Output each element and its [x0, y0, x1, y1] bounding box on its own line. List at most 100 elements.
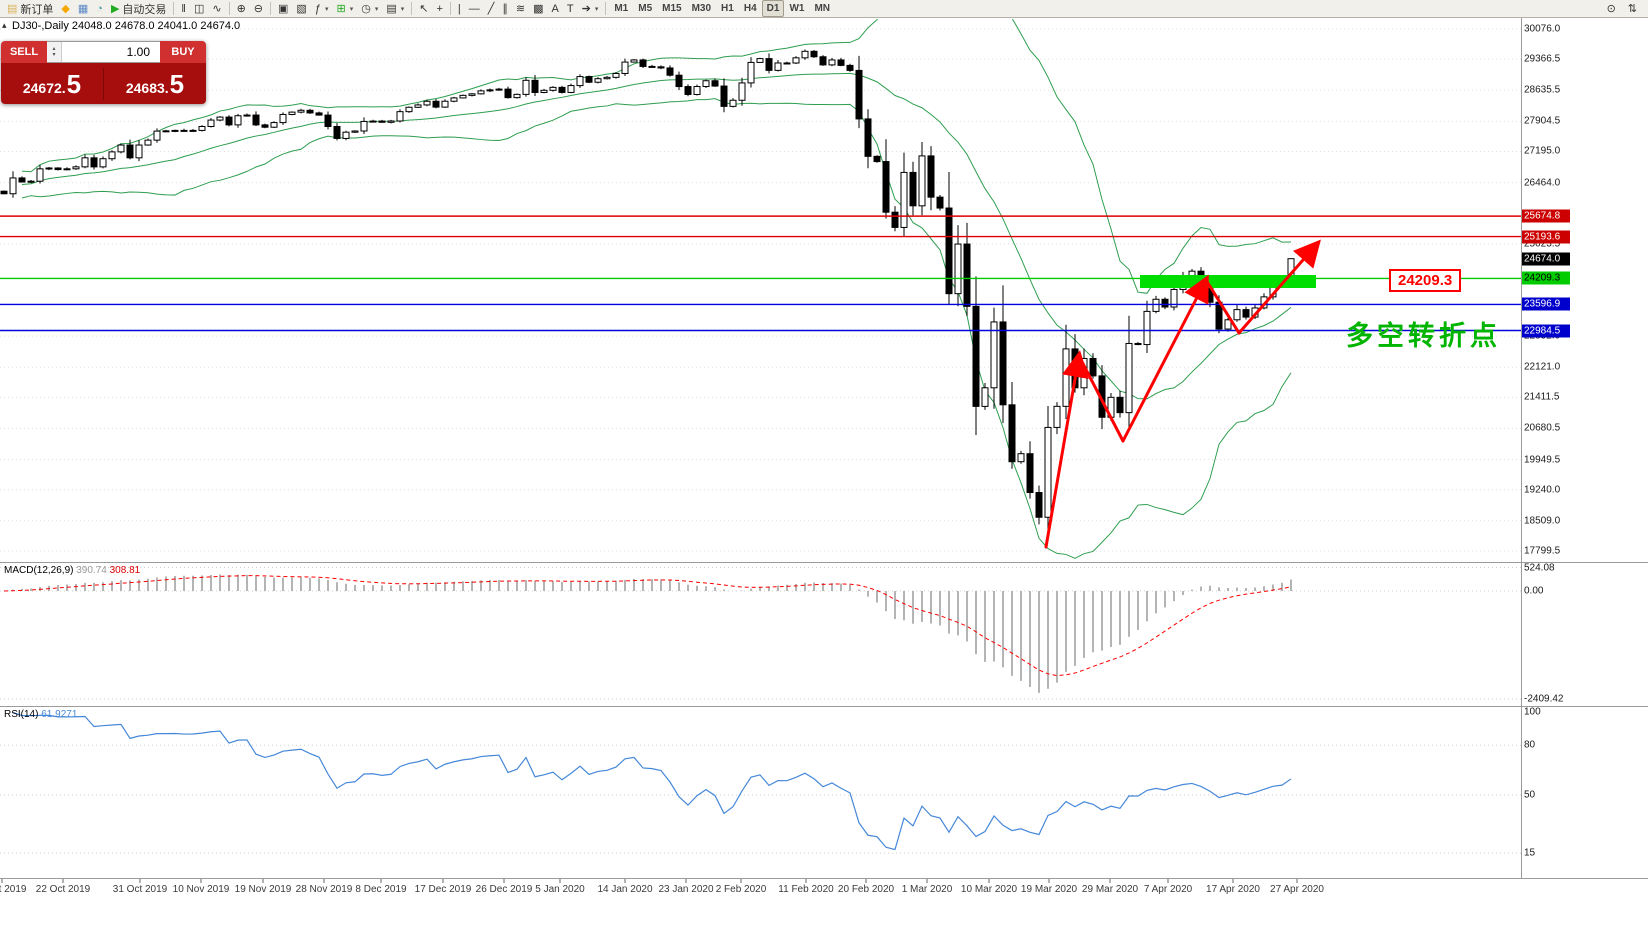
horizontal-line-icon[interactable]: ―: [465, 0, 484, 18]
chart-search-icon[interactable]: ⊙: [1606, 3, 1616, 15]
trade-panel-top-row: SELL ▴ ▾ 1.00 BUY: [1, 41, 206, 63]
timeframe-m5[interactable]: M5: [638, 3, 653, 14]
metaquotes-icon[interactable]: ◆: [57, 0, 73, 18]
toolbar-separator: [270, 2, 272, 15]
date-axis-label: 10 Nov 2019: [172, 884, 230, 895]
add-indicator-icon[interactable]: ⊞ ▾: [332, 0, 357, 18]
indicators-icon[interactable]: ƒ ▾: [311, 0, 333, 18]
fibonacci-icon[interactable]: ≋: [512, 0, 529, 18]
text-label-icon: T: [566, 2, 574, 15]
price-level-label: 25674.8: [1522, 209, 1570, 223]
autotrade-button[interactable]: ▶ 自动交易: [107, 0, 170, 18]
chevron-down-icon: ▾: [349, 5, 354, 13]
axis-separator: [1521, 18, 1522, 878]
price-level-label: 25193.6: [1522, 230, 1570, 244]
panel-toggle-icon[interactable]: ▴: [2, 20, 7, 30]
timeframe-mn[interactable]: MN: [814, 3, 830, 14]
channel-icon[interactable]: ∥: [498, 0, 512, 18]
macd-value: 390.74: [76, 565, 107, 576]
community-icon: ◔: [96, 2, 103, 15]
price-axis-label: 20680.5: [1524, 422, 1561, 434]
toolbar-separator: [605, 2, 607, 15]
crosshair-icon[interactable]: +: [432, 0, 446, 18]
cursor-icon: ↖: [419, 2, 429, 15]
price-level-lines[interactable]: [0, 215, 1521, 332]
turning-point-annotation[interactable]: 多空转折点: [1346, 321, 1501, 351]
buy-price[interactable]: 24683. 5: [104, 71, 206, 97]
spin-up-icon[interactable]: ▴: [52, 46, 56, 52]
date-axis[interactable]: 3 Oct 2019 22 Oct 2019 31 Oct 2019 10 Nov 2…: [0, 878, 1648, 904]
autotrade-icon: ▶: [110, 2, 120, 15]
rsi-axis-label: 80: [1524, 739, 1536, 751]
timeframe-d1[interactable]: D1: [761, 0, 785, 17]
channel-icon: ∥: [502, 2, 508, 15]
gann-grid-icon: ▩: [533, 2, 544, 15]
candlestick-chart-icon[interactable]: ◫: [190, 0, 208, 18]
trendline-icon[interactable]: ╱: [484, 0, 499, 18]
buy-button[interactable]: BUY: [160, 41, 206, 63]
vertical-line-icon[interactable]: |: [454, 0, 465, 18]
new-order-button[interactable]: ▤ 新订单: [3, 0, 57, 18]
chevron-down-icon: ▾: [594, 5, 599, 13]
scale-fix-icon[interactable]: ⇅: [1627, 3, 1637, 15]
timeframe-w1[interactable]: W1: [789, 3, 805, 14]
pane-separator[interactable]: [0, 706, 1648, 707]
price-axis-label: 19949.5: [1524, 454, 1561, 466]
date-axis-label: 19 Mar 2020: [1020, 884, 1078, 895]
date-axis-label: 11 Feb 2020: [778, 884, 834, 895]
toolbar-separator: [449, 2, 451, 15]
volume-value[interactable]: 1.00: [126, 45, 150, 59]
one-click-trading-panel: SELL ▴ ▾ 1.00 BUY 24672. 5 24683. 5: [1, 41, 206, 104]
price-axis-label: 27904.5: [1524, 115, 1561, 127]
volume-spinner[interactable]: ▴ ▾: [47, 42, 62, 62]
templates-icon[interactable]: ▤ ▾: [382, 0, 408, 18]
timeframe-m1[interactable]: M1: [614, 3, 629, 14]
text-icon[interactable]: A: [548, 0, 563, 18]
sell-price[interactable]: 24672. 5: [1, 71, 103, 97]
date-axis-label: 8 Dec 2019: [355, 884, 407, 895]
profiles-icon[interactable]: ▦: [74, 0, 92, 18]
price-axis[interactable]: 30076.0 29366.5 28635.5 27904.5 27195.0 26464…: [1521, 0, 1648, 878]
arrows-icon[interactable]: ➔ ▾: [578, 0, 603, 18]
community-icon[interactable]: ◔: [92, 0, 107, 18]
line-chart-icon[interactable]: ∿: [208, 0, 225, 18]
price-axis-label: 19240.0: [1524, 484, 1561, 496]
timeframe-h1[interactable]: H1: [721, 3, 734, 14]
zoom-out-icon[interactable]: ⊖: [250, 0, 267, 18]
pane-separator[interactable]: [0, 562, 1648, 563]
current-price-label: 24674.0: [1522, 252, 1570, 266]
sell-button[interactable]: SELL: [1, 41, 47, 63]
cascade-windows-icon[interactable]: ▧: [292, 0, 310, 18]
zoom-out-icon: ⊖: [253, 2, 264, 15]
price-axis-label: 26464.0: [1524, 177, 1561, 189]
text-label-icon[interactable]: T: [563, 0, 578, 18]
timeframe-h4[interactable]: H4: [743, 3, 757, 14]
date-axis-label: 20 Feb 2020: [837, 884, 895, 895]
spin-down-icon[interactable]: ▾: [52, 52, 56, 58]
bar-chart-icon[interactable]: ‖: [177, 0, 190, 18]
support-zone-rect[interactable]: [1140, 275, 1316, 288]
date-axis-label: 3 Oct 2019: [0, 884, 27, 895]
cursor-icon[interactable]: ↖: [415, 0, 432, 18]
bollinger-bands: [21, 19, 1292, 559]
volume-field[interactable]: ▴ ▾ 1.00: [47, 41, 160, 63]
timeframe-m30[interactable]: M30: [691, 3, 712, 14]
rsi-axis-label: 15: [1524, 847, 1536, 859]
periods-icon: ◷: [361, 2, 371, 15]
price-level-label: 22984.5: [1522, 324, 1570, 337]
zoom-in-icon: ⊕: [236, 2, 246, 15]
macd-signal-value: 308.81: [109, 565, 141, 576]
tile-windows-icon[interactable]: ▣: [274, 0, 292, 18]
trend-arrows[interactable]: [1044, 239, 1321, 549]
gann-grid-icon[interactable]: ▩: [529, 0, 547, 18]
timeframe-m15[interactable]: M15: [662, 3, 682, 14]
zoom-in-icon[interactable]: ⊕: [233, 0, 250, 18]
periods-icon[interactable]: ◷ ▾: [357, 0, 382, 18]
price-tag-annotation[interactable]: 24209.3: [1389, 269, 1462, 292]
profiles-icon: ▦: [77, 2, 89, 15]
price-level-label: 23596.9: [1522, 297, 1570, 311]
date-axis-label: 27 Apr 2020: [1270, 884, 1324, 895]
fibonacci-icon: ≋: [515, 2, 526, 15]
macd-axis-label: 524.08: [1524, 562, 1555, 574]
